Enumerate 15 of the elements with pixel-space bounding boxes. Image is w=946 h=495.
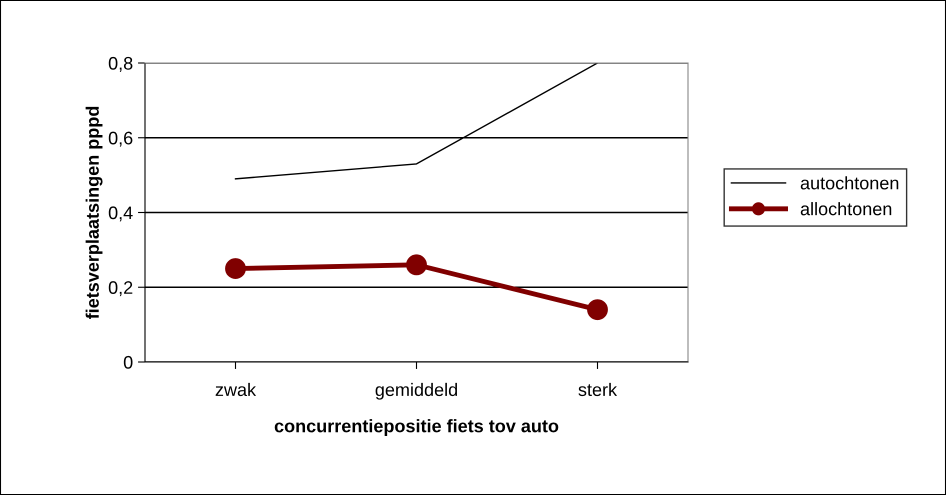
legend-label: autochtonen: [800, 176, 898, 190]
x-tick-label: gemiddeld: [376, 382, 457, 400]
y-tick-label: 0,8: [108, 56, 132, 72]
x-tick-label: sterk: [578, 382, 618, 396]
y-tick-label: 0,4: [108, 206, 133, 222]
legend-label: allochtonen: [800, 202, 892, 216]
x-axis-title: concurrentiepositie fiets tov auto: [274, 419, 558, 436]
y-tick-label: 0,6: [108, 132, 132, 147]
y-axis-title: fietsverplaatsingen pppd: [86, 106, 103, 320]
y-tick-label: 0: [124, 356, 132, 369]
point: [225, 258, 246, 279]
y-tick-label: 0,2: [108, 281, 132, 296]
point: [587, 299, 608, 320]
x-tick-label: zwak: [216, 382, 256, 396]
point: [406, 254, 427, 276]
